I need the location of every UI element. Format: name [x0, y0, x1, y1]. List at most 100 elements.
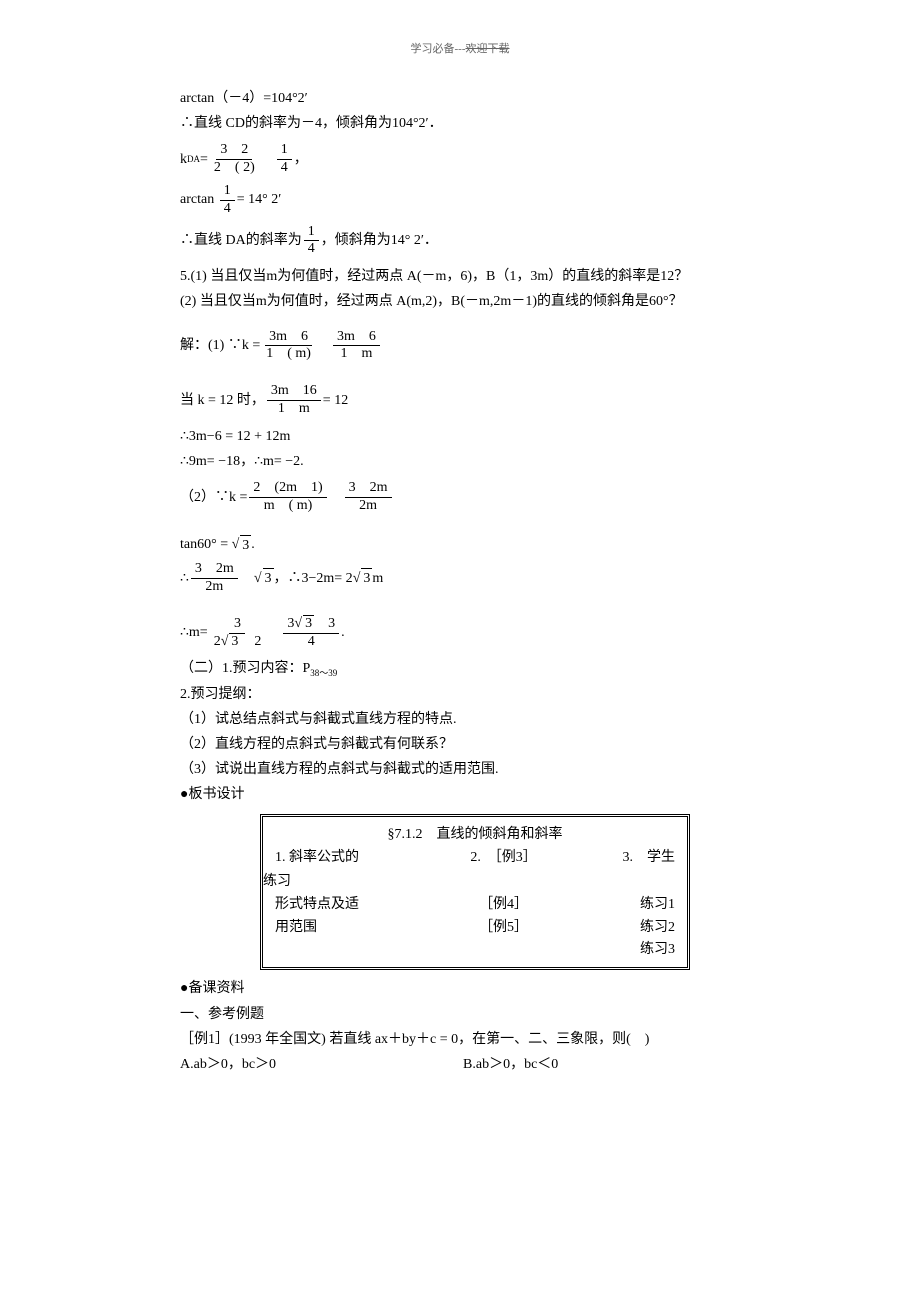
- fraction: 2 (2m 1) m ( m): [249, 480, 326, 515]
- text-line: ［例1］(1993 年全国文) 若直线 ax＋by＋c = 0，在第一、二、三象…: [180, 1027, 740, 1052]
- numerator: 3√3 3: [283, 616, 339, 634]
- board-cell: 练习2: [561, 917, 675, 939]
- spacer: [180, 315, 740, 323]
- numerator: 1: [304, 224, 319, 242]
- text-line: （2）直线方程的点斜式与斜截式有何联系？: [180, 732, 740, 757]
- text: （2）∵k =: [180, 488, 247, 508]
- denominator: 2 ( 2): [210, 160, 259, 177]
- sqrt-icon: √: [353, 569, 361, 589]
- text: ，∴3−2m= 2: [274, 569, 353, 589]
- spacer: [267, 623, 281, 643]
- text: m: [372, 569, 383, 589]
- math-line: ∴ 3 2m 2m √3 ，∴3−2m= 2 √3 m: [180, 561, 740, 596]
- math-line: （2）∵k = 2 (2m 1) m ( m) 3 2m 2m: [180, 480, 740, 515]
- math-line: kDA = 3 2 2 ( 2) 1 4 ，: [180, 142, 740, 177]
- spacer: [180, 602, 740, 610]
- fraction: 1 4: [304, 224, 319, 259]
- math-line: ∴m= 3 2√3 2 3√3 3 4 .: [180, 616, 740, 651]
- sqrt-val: 3: [240, 535, 251, 556]
- board-title: §7.1.2 直线的倾斜角和斜率: [275, 823, 675, 843]
- text: = 14° 2′: [237, 190, 282, 210]
- text-line: ∴3m−6 = 12 + 12m: [180, 424, 740, 449]
- den-part: 2: [240, 634, 261, 649]
- math-line: arctan 1 4 = 14° 2′: [180, 183, 740, 218]
- board-cell: ［例4］: [446, 894, 560, 916]
- text: ∴直线 DA的斜率为: [180, 231, 302, 251]
- sqrt-val: 3: [229, 633, 240, 649]
- text-line: 5.(1) 当且仅当m为何值时，经过两点 A(－m，6)，B（1，3m）的直线的…: [180, 264, 740, 289]
- board-cell: 练习1: [561, 894, 675, 916]
- section-heading: ●板书设计: [180, 782, 740, 807]
- fraction: 3 2 2 ( 2): [210, 142, 259, 177]
- page-header: 学习必备---欢迎下载: [180, 40, 740, 56]
- num-part: 3: [314, 616, 335, 631]
- var: k: [180, 150, 187, 170]
- text-line: （1）试总结点斜式与斜截式直线方程的特点.: [180, 707, 740, 732]
- denominator: 1 m: [336, 346, 376, 363]
- func: arctan: [180, 190, 214, 210]
- punct: ，: [294, 150, 308, 170]
- board-row: 练习3: [275, 939, 675, 961]
- spacer: [329, 488, 343, 508]
- denominator: m ( m): [260, 498, 317, 515]
- spacer: [317, 336, 331, 356]
- option-b: B.ab＞0，bc＜0: [463, 1057, 558, 1072]
- sqrt-val: 3: [361, 568, 372, 589]
- sqrt-val: 3: [303, 615, 314, 631]
- board-cell: [275, 939, 446, 961]
- math-line: 解：(1) ∵k = 3m 6 1 ( m) 3m 6 1 m: [180, 329, 740, 364]
- header-text: 学习必备---: [411, 43, 466, 55]
- numerator: 1: [277, 142, 292, 160]
- option-a: A.ab＞0，bc＞0: [180, 1057, 276, 1072]
- sqrt-val: 3: [263, 568, 274, 589]
- fraction: 3m 16 1 m: [267, 383, 321, 418]
- text: = 12: [323, 391, 348, 411]
- text-line: arctan（－4）=104°2′: [180, 86, 740, 111]
- subscript: DA: [187, 153, 200, 166]
- num-part: 3: [287, 616, 294, 631]
- board-cell: ［例5］: [446, 917, 560, 939]
- board-row: 1. 斜率公式的 2. ［例3］ 3. 学生: [275, 847, 675, 869]
- numerator: 2 (2m 1): [249, 480, 326, 498]
- denominator: 2√3 2: [210, 634, 266, 651]
- numerator: 3m 6: [265, 329, 312, 347]
- numerator: 3m 16: [267, 383, 321, 401]
- text: （二）1.预习内容：P: [180, 661, 310, 676]
- denominator: 4: [220, 201, 235, 218]
- text: 当 k = 12 时，: [180, 391, 265, 411]
- text: ∴m=: [180, 623, 208, 643]
- math-line: 当 k = 12 时， 3m 16 1 m = 12: [180, 383, 740, 418]
- page: 学习必备---欢迎下载 arctan（－4）=104°2′ ∴直线 CD的斜率为…: [0, 0, 920, 1302]
- math-line: ∴直线 DA的斜率为 1 4 ，倾斜角为14° 2′．: [180, 224, 740, 259]
- numerator: 3 2m: [191, 561, 238, 579]
- fraction: 3 2m 2m: [191, 561, 238, 596]
- board-cell: 1. 斜率公式的: [275, 847, 446, 869]
- text-line: （二）1.预习内容：P38～39: [180, 656, 740, 681]
- board-cell: 练习: [263, 869, 675, 894]
- numerator: 3 2: [216, 142, 252, 160]
- denominator: 2m: [201, 579, 227, 596]
- denominator: 1 m: [274, 401, 314, 418]
- spacer: [180, 521, 740, 529]
- sqrt-icon: √: [254, 569, 262, 589]
- text: ，倾斜角为14° 2′．: [321, 231, 438, 251]
- text: ∴: [180, 569, 189, 589]
- den-part: 2: [214, 634, 221, 649]
- board-cell: [446, 939, 560, 961]
- numerator: 3m 6: [333, 329, 380, 347]
- sqrt-icon: √: [232, 535, 240, 555]
- text-line: （3）试说出直线方程的点斜式与斜截式的适用范围.: [180, 757, 740, 782]
- sqrt-icon: √: [221, 634, 229, 651]
- text-line: 一、参考例题: [180, 1002, 740, 1027]
- numerator: 3 2m: [345, 480, 392, 498]
- text-line: 2.预习提纲：: [180, 682, 740, 707]
- punct: .: [251, 535, 255, 555]
- denominator: 2m: [355, 498, 381, 515]
- spacer: [240, 569, 254, 589]
- spacer: [214, 190, 218, 210]
- denominator: 4: [304, 241, 319, 258]
- header-strike: 欢迎下载: [466, 43, 510, 55]
- fraction: 3 2√3 2: [210, 616, 266, 651]
- board-cell: 练习3: [561, 939, 675, 961]
- board-cell: 用范围: [275, 917, 446, 939]
